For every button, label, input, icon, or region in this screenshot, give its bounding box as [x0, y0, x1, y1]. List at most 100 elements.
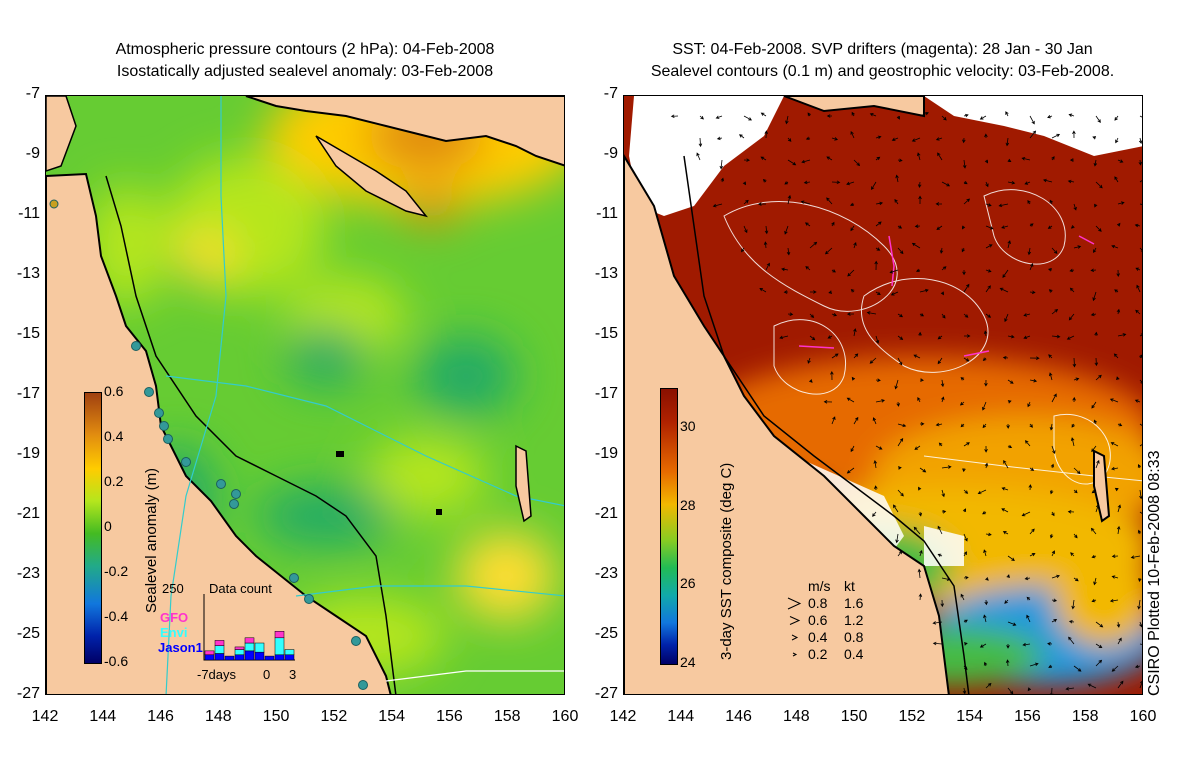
velocity-vector: [823, 400, 833, 404]
velocity-vector: [831, 416, 836, 425]
velocity-vector: [872, 417, 877, 425]
histogram-bar: [254, 642, 265, 653]
velocity-vector: [897, 247, 904, 255]
velocity-vector: [1117, 637, 1122, 645]
velocity-vector: [937, 335, 943, 340]
velocity-vector: [1048, 289, 1053, 293]
velocity-vector: [984, 133, 988, 139]
velocity-vector: [1068, 313, 1075, 321]
velocity-vector: [827, 335, 833, 339]
velocity-vector: [914, 445, 921, 450]
velocity-vector: [1001, 508, 1009, 513]
velocity-vector: [1093, 419, 1098, 425]
velocity-vector: [984, 599, 988, 606]
histogram-bar: [234, 649, 245, 656]
velocity-vector: [960, 423, 965, 428]
velocity-vector: [1021, 511, 1031, 517]
lat-tick-label: -19: [594, 445, 618, 462]
velocity-vector: [803, 180, 811, 185]
velocity-vector: [963, 198, 971, 205]
colorbar-tick-label: 0.2: [104, 473, 124, 489]
velocity-vector: [1115, 137, 1119, 144]
velocity-vector: [1029, 467, 1035, 471]
velocity-vector: [983, 549, 987, 557]
velocity-vector: [1051, 619, 1058, 623]
velocity-vector: [763, 241, 768, 249]
histogram-bar: [274, 654, 285, 661]
velocity-vector: [960, 593, 965, 601]
velocity-vector: [1114, 115, 1119, 121]
velocity-vector: [1117, 333, 1127, 337]
velocity-vector: [801, 159, 811, 164]
velocity-vector: [760, 156, 767, 161]
velocity-vector: [1087, 683, 1097, 689]
velocity-vector: [984, 445, 988, 453]
velocity-vector: [1002, 355, 1009, 360]
velocity-vector: [784, 181, 789, 185]
velocity-vector: [1073, 489, 1078, 494]
lat-tick-label: -19: [16, 445, 40, 462]
velocity-vector: [1095, 459, 1100, 469]
velocity-vector: [963, 665, 968, 671]
velocity-vector: [1065, 686, 1075, 691]
velocity-vector: [809, 335, 816, 341]
velocity-vector: [1029, 528, 1035, 535]
left-title-line1: Atmospheric pressure contours (2 hPa): 0…: [115, 41, 495, 58]
left-colorbar: [84, 392, 102, 664]
velocity-vector: [982, 423, 987, 429]
velocity-vector: [1092, 291, 1097, 302]
velocity-vector: [985, 682, 992, 689]
colorbar-tick-label: 0.6: [104, 383, 124, 399]
velocity-vector: [919, 467, 927, 473]
velocity-vector: [998, 203, 1009, 208]
velocity-vector: [866, 311, 877, 315]
velocity-vector: [760, 112, 767, 117]
velocity-vector: [895, 533, 899, 544]
velocity-vector: [1001, 225, 1009, 229]
velocity-vector: [807, 112, 811, 117]
sst-map: [623, 95, 1143, 695]
velocity-vector: [1051, 445, 1056, 455]
velocity-vector: [787, 159, 797, 166]
velocity-vector: [1091, 401, 1097, 409]
velocity-vector: [959, 401, 965, 406]
velocity-vector: [914, 224, 921, 228]
velocity-vector: [937, 525, 943, 535]
velocity-vector: [1111, 244, 1119, 249]
velocity-legend-ms: 0.2: [808, 646, 828, 662]
velocity-vector: [983, 661, 988, 667]
velocity-vector: [1070, 437, 1075, 447]
velocity-vector: [875, 221, 882, 227]
velocity-vector: [1029, 290, 1036, 295]
velocity-vector: [851, 376, 856, 381]
velocity-vector: [962, 159, 967, 169]
histogram-bar: [214, 645, 225, 654]
west-coast-land: [46, 96, 77, 172]
velocity-vector: [1006, 423, 1010, 429]
velocity-vector: [918, 593, 923, 601]
velocity-vector: [764, 130, 769, 139]
velocity-vector: [1095, 504, 1100, 513]
velocity-vector: [940, 291, 944, 296]
velocity-vector: [1117, 504, 1122, 513]
australia-land: [624, 154, 950, 694]
velocity-vector: [917, 181, 922, 188]
right-colorbar-label: 3-day SST composite (deg C): [718, 462, 735, 660]
credit-text: CSIRO Plotted 10-Feb-2008 08:33: [1146, 450, 1163, 696]
velocity-legend-header-kt: kt: [844, 578, 855, 594]
velocity-vector: [890, 291, 899, 296]
colorbar-tick-label: -0.4: [104, 608, 129, 624]
velocity-vector: [1114, 487, 1119, 492]
velocity-vector: [1116, 308, 1121, 315]
velocity-legend-kt: 0.8: [844, 629, 864, 645]
velocity-vector: [764, 225, 769, 235]
velocity-vector: [875, 156, 881, 161]
velocity-vector: [1047, 225, 1053, 229]
velocity-vector: [1047, 268, 1053, 272]
island: [436, 509, 442, 515]
lon-tick-label: 146: [147, 708, 174, 725]
lat-tick-label: -21: [16, 505, 40, 522]
lat-tick-label: -9: [25, 145, 40, 162]
velocity-vector: [1093, 247, 1097, 254]
histogram-bar: [234, 646, 245, 650]
